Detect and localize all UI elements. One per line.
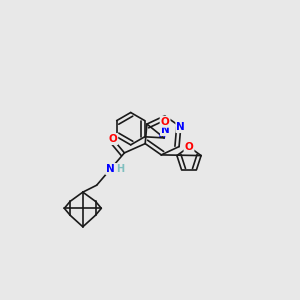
Text: H: H bbox=[116, 164, 124, 174]
Text: O: O bbox=[161, 117, 170, 127]
Text: N: N bbox=[176, 122, 185, 132]
Text: N: N bbox=[161, 125, 170, 135]
Text: O: O bbox=[109, 134, 117, 144]
Text: N: N bbox=[106, 164, 115, 174]
Text: O: O bbox=[184, 142, 194, 152]
